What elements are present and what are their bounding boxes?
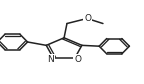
Text: N: N: [48, 55, 54, 64]
Text: O: O: [84, 14, 91, 23]
Text: O: O: [74, 55, 81, 64]
